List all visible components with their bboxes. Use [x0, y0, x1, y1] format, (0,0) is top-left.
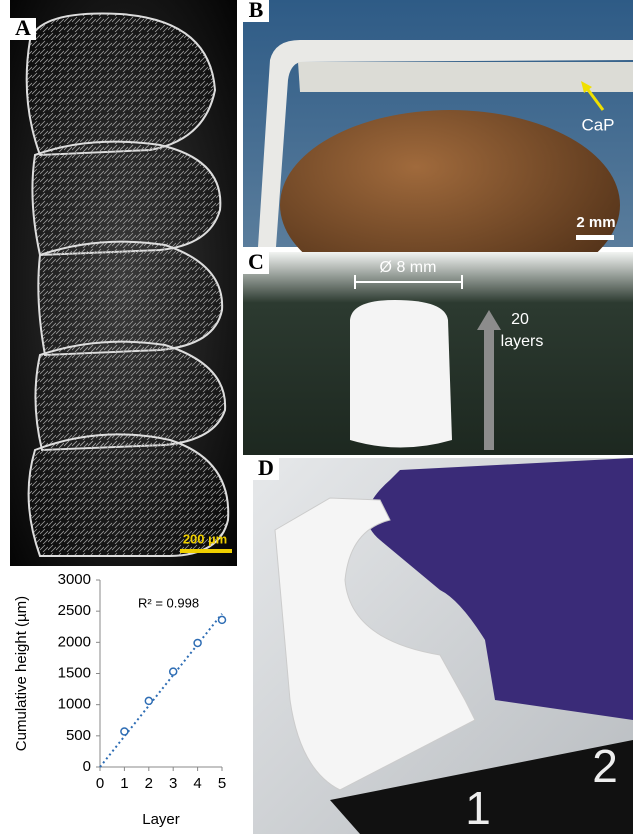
x-tick-label: 0: [96, 775, 104, 792]
layers-count: 20: [511, 311, 529, 328]
annotation: CaP: [581, 115, 614, 134]
x-axis-label: Layer: [142, 811, 180, 828]
x-tick-label: 3: [169, 775, 177, 792]
point: [219, 616, 226, 623]
trendline: [100, 614, 222, 767]
point: [145, 697, 152, 704]
annotation: R² = 0.998: [138, 595, 199, 610]
panel-d: 1 2 D: [253, 455, 633, 834]
panel-label: C: [248, 249, 264, 274]
panel-label: D: [258, 455, 274, 480]
y-tick-label: 1500: [58, 664, 91, 681]
point: [170, 668, 177, 675]
diameter: Ø 8 mm: [380, 259, 437, 276]
layers-text: layers: [501, 333, 544, 350]
panel-c: C Ø 8 mm 20 layers: [243, 249, 633, 455]
x-tick-label: 4: [193, 775, 201, 792]
panel-label: B: [249, 0, 264, 22]
x-tick-label: 5: [218, 775, 226, 792]
y-axis-label: Cumulative height (µm): [13, 596, 30, 751]
y-tick-label: 3000: [58, 571, 91, 588]
y-tick-label: 1000: [58, 696, 91, 713]
ruler-label: 1: [465, 782, 491, 834]
x-tick-label: 1: [120, 775, 128, 792]
point: [121, 728, 128, 735]
arrow: [484, 328, 494, 450]
ruler-label: 2: [592, 740, 618, 792]
scale-bar-label: 200 µm: [183, 531, 227, 546]
figure: A 200 µm B CaP 2 mm C Ø 8 mm 20 layers 1: [0, 0, 633, 834]
point: [194, 639, 201, 646]
scale-bar: [576, 235, 614, 240]
panel-a: A 200 µm: [10, 0, 237, 566]
y-tick-label: 0: [83, 758, 91, 775]
layers: [27, 14, 229, 556]
y-tick-label: 500: [66, 727, 91, 744]
panel-label: A: [15, 15, 31, 40]
cylinder: [350, 300, 452, 448]
x-tick-label: 2: [145, 775, 153, 792]
y-tick-label: 2000: [58, 633, 91, 650]
scale-bar-label: 2 mm: [576, 214, 615, 231]
y-tick-label: 2500: [58, 602, 91, 619]
scale-bar: [180, 549, 232, 553]
